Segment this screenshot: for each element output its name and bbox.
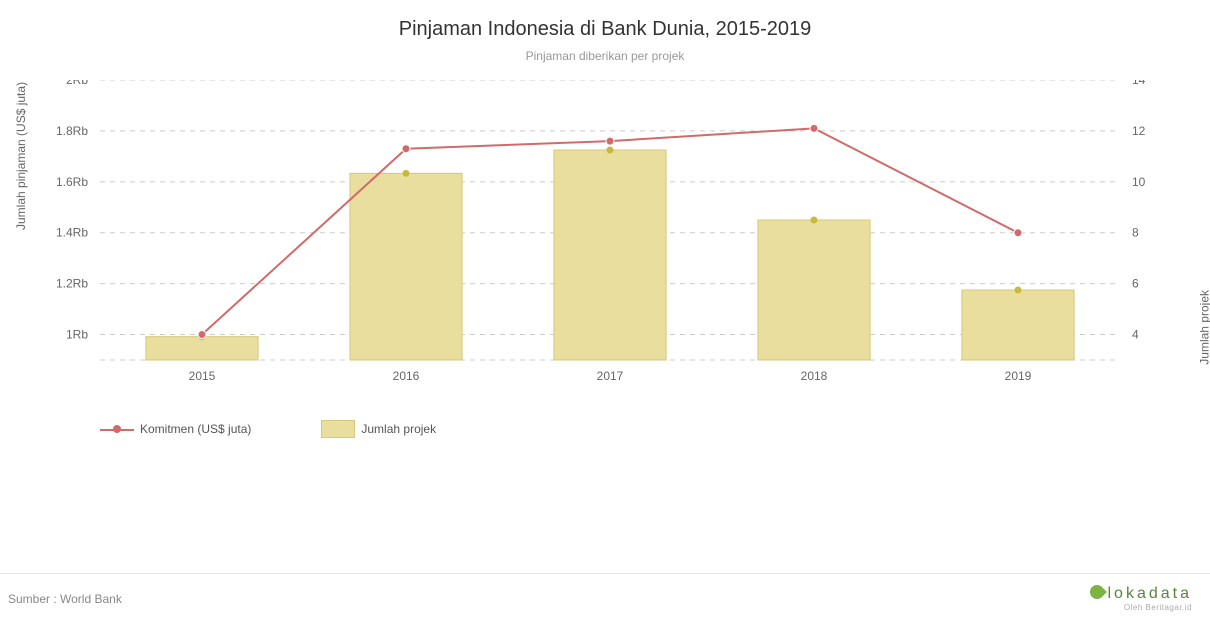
chart-title: Pinjaman Indonesia di Bank Dunia, 2015-2…: [0, 0, 1210, 41]
svg-text:1Rb: 1Rb: [66, 328, 88, 342]
svg-text:1.2Rb: 1.2Rb: [56, 277, 88, 291]
svg-text:4: 4: [1132, 328, 1139, 342]
svg-text:14: 14: [1132, 80, 1146, 87]
footer-divider: [0, 573, 1210, 574]
brand-block: lokadata Oleh Beritagar.id: [1090, 585, 1193, 612]
svg-text:6: 6: [1132, 277, 1139, 291]
svg-text:2015: 2015: [189, 369, 216, 383]
svg-text:2019: 2019: [1005, 369, 1032, 383]
legend-line-label: Komitmen (US$ juta): [140, 422, 251, 436]
svg-text:1.8Rb: 1.8Rb: [56, 124, 88, 138]
svg-text:2Rb: 2Rb: [66, 80, 88, 87]
svg-text:2018: 2018: [801, 369, 828, 383]
leaf-icon: [1087, 582, 1107, 602]
svg-text:10: 10: [1132, 175, 1146, 189]
svg-text:2016: 2016: [393, 369, 420, 383]
legend-item-bar: Jumlah projek: [321, 420, 436, 438]
chart-subtitle: Pinjaman diberikan per projek: [0, 41, 1210, 63]
legend-line-swatch: [100, 420, 134, 438]
y-axis-right-label: Jumlah projek: [1198, 290, 1210, 365]
brand-sub: Oleh Beritagar.id: [1090, 603, 1193, 612]
legend-item-line: Komitmen (US$ juta): [100, 420, 251, 438]
y-axis-left-label: Jumlah pinjaman (US$ juta): [14, 82, 28, 230]
svg-text:12: 12: [1132, 124, 1146, 138]
svg-text:8: 8: [1132, 226, 1139, 240]
svg-text:1.6Rb: 1.6Rb: [56, 175, 88, 189]
legend: Komitmen (US$ juta) Jumlah projek: [100, 420, 436, 438]
legend-bar-swatch: [321, 420, 355, 438]
source-text: Sumber : World Bank: [8, 592, 122, 606]
legend-bar-label: Jumlah projek: [361, 422, 436, 436]
svg-text:2017: 2017: [597, 369, 624, 383]
svg-text:1.4Rb: 1.4Rb: [56, 226, 88, 240]
brand-name: lokadata: [1090, 585, 1193, 603]
chart-area: 1Rb 4 1.2Rb 6 1.4Rb 8 1.6Rb 10 1.8Rb 12 2Rb 14 2015 2…: [40, 80, 1170, 420]
chart-svg: 1Rb 4 1.2Rb 6 1.4Rb 8 1.6Rb 10 1.8Rb 12 2Rb 14 2015 2…: [40, 80, 1170, 400]
